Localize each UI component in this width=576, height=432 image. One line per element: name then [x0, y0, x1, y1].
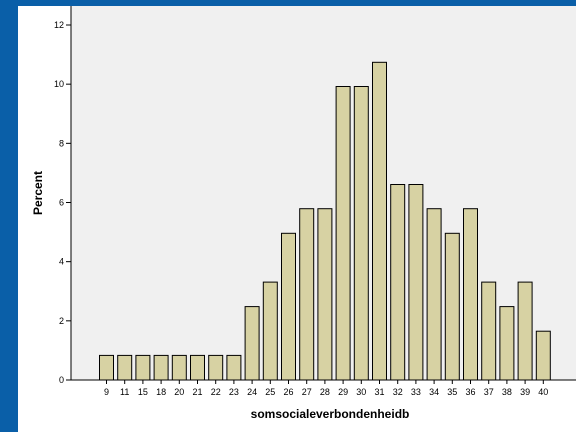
bar-27 — [300, 209, 314, 380]
y-tick-label-10: 10 — [54, 79, 64, 89]
bar-21 — [191, 355, 205, 380]
bar-32 — [391, 185, 405, 381]
x-tick-label-18: 18 — [156, 387, 166, 397]
x-tick-label-25: 25 — [265, 387, 275, 397]
bar-22 — [209, 355, 223, 380]
x-tick-label-11: 11 — [120, 387, 129, 397]
x-tick-label-34: 34 — [429, 387, 439, 397]
y-axis-label: Percent — [31, 171, 45, 215]
x-tick-label-39: 39 — [520, 387, 530, 397]
x-tick-label-40: 40 — [538, 387, 548, 397]
y-tick-label-6: 6 — [59, 198, 64, 208]
bar-40 — [536, 331, 550, 380]
x-tick-label-35: 35 — [447, 387, 457, 397]
bar-34 — [427, 209, 441, 380]
x-tick-label-36: 36 — [465, 387, 475, 397]
bar-18 — [154, 355, 168, 380]
bar-26 — [282, 233, 296, 380]
bar-24 — [245, 307, 259, 380]
x-tick-label-27: 27 — [302, 387, 312, 397]
x-axis: 9 11 15 18 20 21 22 23 24 25 26 27 28 29 30 31 32 33 34 35 3… — [71, 380, 576, 397]
bar-9 — [100, 355, 114, 380]
bar-15 — [136, 355, 150, 380]
x-tick-label-20: 20 — [174, 387, 184, 397]
x-tick-label-9: 9 — [104, 387, 109, 397]
x-tick-label-21: 21 — [192, 387, 202, 397]
bar-38 — [500, 307, 514, 380]
bar-31 — [373, 62, 387, 380]
y-tick-label-8: 8 — [59, 138, 64, 148]
x-tick-label-38: 38 — [502, 387, 512, 397]
x-tick-label-32: 32 — [393, 387, 403, 397]
x-tick-label-26: 26 — [283, 387, 293, 397]
x-tick-label-33: 33 — [411, 387, 421, 397]
x-tick-label-37: 37 — [484, 387, 494, 397]
x-tick-label-24: 24 — [247, 387, 257, 397]
bar-20 — [172, 355, 186, 380]
y-axis: 0 2 4 6 8 10 12 — [54, 6, 71, 385]
x-tick-label-31: 31 — [374, 387, 384, 397]
x-tick-label-23: 23 — [229, 387, 239, 397]
bar-37 — [482, 282, 496, 380]
x-tick-label-30: 30 — [356, 387, 366, 397]
bar-25 — [263, 282, 277, 380]
bar-35 — [445, 233, 459, 380]
bar-39 — [518, 282, 532, 380]
bar-29 — [336, 87, 350, 381]
y-tick-label-4: 4 — [59, 257, 64, 267]
bar-33 — [409, 185, 423, 381]
x-tick-label-28: 28 — [320, 387, 330, 397]
y-tick-label-12: 12 — [54, 20, 64, 30]
x-tick-label-29: 29 — [338, 387, 348, 397]
x-tick-label-22: 22 — [211, 387, 221, 397]
x-tick-label-15: 15 — [138, 387, 148, 397]
bar-30 — [354, 87, 368, 381]
x-axis-label: somsocialeverbondenheidb — [251, 407, 410, 421]
bar-11 — [118, 355, 132, 380]
bar-36 — [464, 209, 478, 380]
y-tick-label-0: 0 — [59, 375, 64, 385]
y-tick-label-2: 2 — [59, 316, 64, 326]
bar-23 — [227, 355, 241, 380]
bar-28 — [318, 209, 332, 380]
